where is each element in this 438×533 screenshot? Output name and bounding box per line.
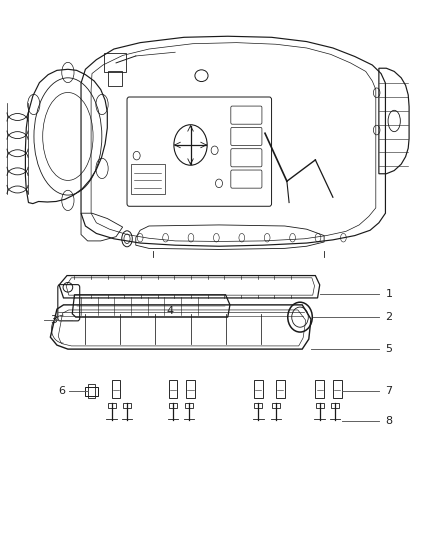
Bar [85,387,98,396]
Bar [254,402,262,408]
Bar [108,402,116,408]
Bar [272,402,280,408]
Text: 3: 3 [50,315,57,325]
Text: 1: 1 [385,289,392,298]
Text: 8: 8 [385,416,392,426]
Bar [331,402,339,408]
Text: 4: 4 [166,306,173,316]
Bar [185,402,193,408]
Bar [169,402,177,408]
Bar [316,402,324,408]
Text: 6: 6 [58,386,65,395]
Text: 5: 5 [385,344,392,354]
Bar [88,384,95,398]
Text: 7: 7 [385,386,392,395]
Text: 2: 2 [385,312,392,322]
Bar [123,402,131,408]
